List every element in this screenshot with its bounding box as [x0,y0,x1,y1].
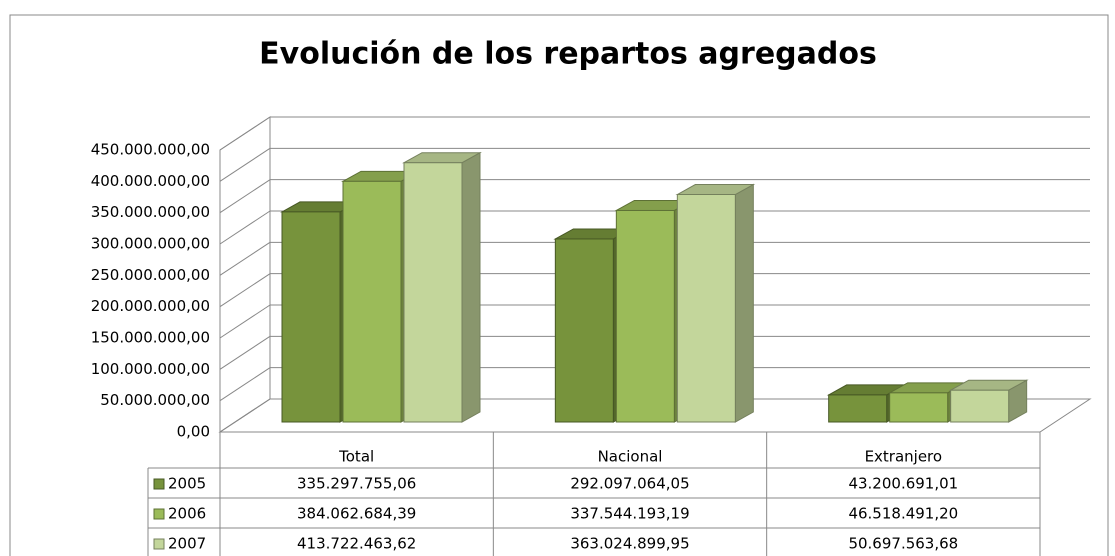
bar [889,392,949,423]
value-label: 335.297.755,06 [297,475,416,493]
bar [615,209,675,423]
grid-line-side [219,367,271,402]
bar [950,389,1010,423]
value-label: 363.024.899,95 [570,535,689,553]
y-tick-label: 100.000.000,00 [91,360,210,378]
bar [403,162,463,423]
category-label: Total [338,448,374,466]
y-tick-label: 400.000.000,00 [91,172,210,190]
grid-line-side [219,273,271,308]
grid-line-side [219,179,271,214]
y-tick-label: 0,00 [177,423,210,441]
value-label: 43.200.691,01 [848,475,958,493]
grid-line-side [219,398,271,433]
bar [676,194,736,423]
legend-swatch [153,508,165,520]
bar-side [734,183,754,423]
y-tick-label: 50.000.000,00 [100,391,210,409]
chart-title: Evolución de los repartos agregados [259,37,877,72]
grid-line-side [219,210,271,245]
legend-label: 2005 [168,475,206,493]
grid-line-side [219,304,271,339]
grid-line-side [219,335,271,370]
grid-line-side [219,241,271,276]
legend-swatch [153,478,165,490]
value-label: 292.097.064,05 [570,475,689,493]
bar [281,211,341,423]
bar [342,180,402,423]
y-tick-label: 200.000.000,00 [91,297,210,315]
value-label: 384.062.684,39 [297,505,416,523]
bar [554,238,614,423]
y-tick-label: 350.000.000,00 [91,203,210,221]
value-label: 46.518.491,20 [848,505,958,523]
legend-swatch [153,538,165,550]
category-label: Extranjero [865,448,943,466]
grid-line-side [219,116,271,151]
value-label: 50.697.563,68 [848,535,958,553]
grid-line-side [219,147,271,182]
legend-label: 2007 [168,535,206,553]
y-tick-label: 300.000.000,00 [91,235,210,253]
bar-side [461,151,481,423]
category-label: Nacional [598,448,663,466]
legend-label: 2006 [168,505,206,523]
y-tick-label: 150.000.000,00 [91,329,210,347]
y-tick-label: 250.000.000,00 [91,266,210,284]
bar [828,394,888,423]
value-label: 337.544.193,19 [570,505,689,523]
y-tick-label: 450.000.000,00 [91,141,210,159]
value-label: 413.722.463,62 [297,535,416,553]
